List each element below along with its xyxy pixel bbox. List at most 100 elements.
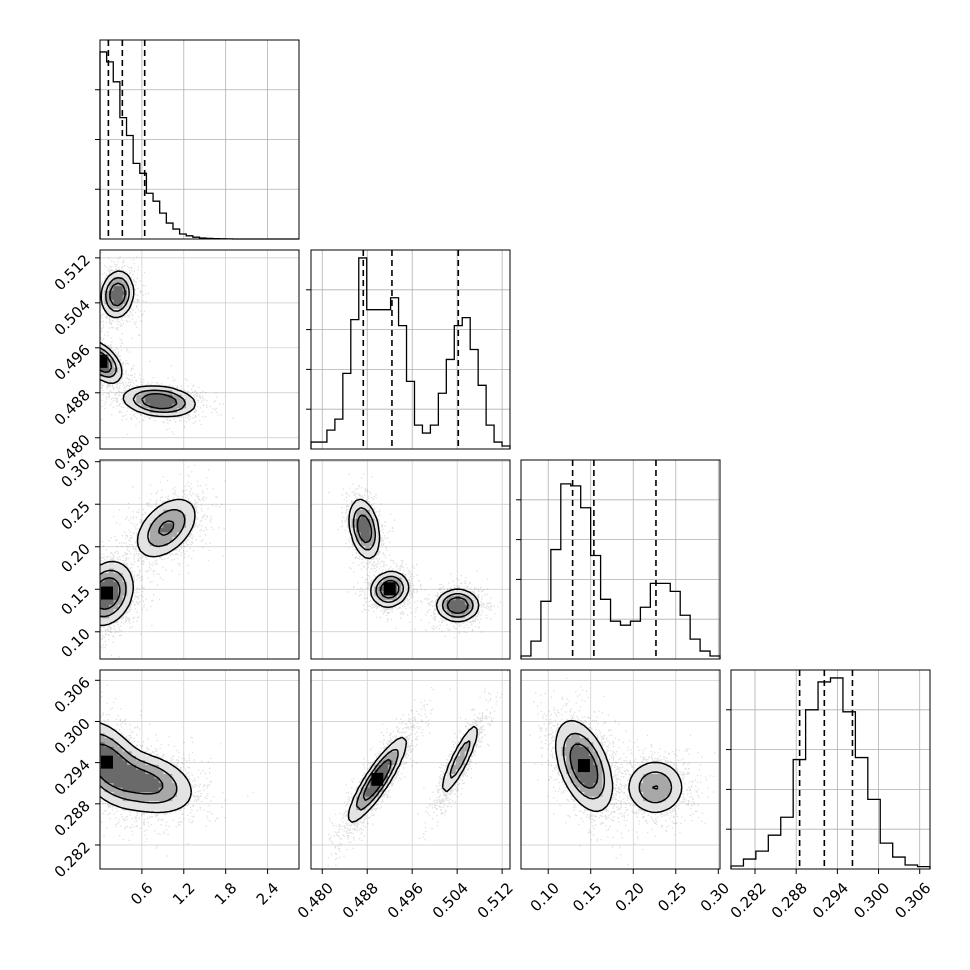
- density-cell: [185, 792, 191, 798]
- y-tick-label: 0.294: [51, 756, 94, 799]
- density-cell: [109, 376, 114, 382]
- density-cell: [122, 573, 128, 578]
- density-cell: [127, 746, 133, 752]
- density-cell: [118, 769, 124, 775]
- density-cell: [176, 523, 182, 529]
- density-cell: [167, 500, 173, 506]
- density-cell: [602, 769, 608, 775]
- x-tick-label: 0.294: [809, 879, 852, 922]
- density-cell: [665, 792, 671, 798]
- density-cell: [167, 541, 173, 547]
- density-cell: [131, 774, 137, 779]
- histogram-series: [310, 257, 511, 449]
- density-cell: [460, 737, 466, 743]
- density-cell: [131, 783, 137, 788]
- density-cell: [127, 281, 133, 287]
- density-cell: [145, 778, 151, 784]
- density-cell: [127, 277, 133, 283]
- density-cell: [670, 778, 676, 784]
- density-cell: [378, 573, 384, 578]
- density-cell: [163, 403, 169, 409]
- histogram-panel-3: [516, 459, 721, 660]
- density-cell: [661, 801, 667, 807]
- scatter-points: [529, 677, 720, 866]
- density-cell: [145, 774, 151, 779]
- density-cell: [113, 586, 119, 592]
- density-cell: [634, 796, 639, 802]
- density-cell: [566, 728, 572, 734]
- density-cell: [374, 764, 380, 770]
- density-cell: [473, 604, 479, 610]
- density-cell: [100, 564, 105, 569]
- density-cell: [185, 399, 191, 405]
- density-cell: [392, 742, 398, 748]
- density-cell: [374, 545, 380, 551]
- density-cell: [566, 764, 572, 770]
- density-cell: [131, 746, 137, 752]
- panel-frame: [310, 669, 511, 870]
- density-cell: [588, 778, 594, 784]
- density-cell: [154, 778, 160, 784]
- density-cell: [122, 760, 128, 766]
- density-cell: [136, 783, 142, 788]
- density-cell: [181, 787, 187, 793]
- contour-line: [100, 743, 164, 795]
- density-cell: [113, 787, 119, 793]
- density-peak: [100, 586, 113, 600]
- density-cell: [442, 604, 448, 610]
- density-cell: [154, 403, 160, 409]
- density-cell: [122, 751, 128, 757]
- density-cell: [113, 290, 119, 296]
- density-cell: [374, 523, 380, 529]
- density-cell: [181, 527, 187, 533]
- density-cell: [360, 523, 366, 529]
- density-cell: [113, 796, 119, 802]
- density-cell: [634, 778, 639, 784]
- density-cell: [127, 755, 133, 761]
- density-cell: [167, 527, 173, 533]
- density-cell: [383, 755, 389, 761]
- density-cell: [360, 810, 366, 816]
- density-cell: [602, 796, 608, 802]
- density-cell: [104, 582, 110, 588]
- density-cell: [100, 792, 105, 798]
- density-cell: [383, 751, 389, 757]
- density-cell: [172, 518, 178, 524]
- density-cell: [136, 385, 142, 391]
- density-cell: [593, 755, 599, 761]
- density-cell: [647, 764, 653, 770]
- density-cell: [140, 760, 146, 766]
- density-cell: [113, 755, 119, 761]
- density-cell: [190, 514, 196, 520]
- density-cell: [647, 783, 653, 788]
- density-cell: [140, 527, 146, 533]
- density-cell: [118, 290, 124, 296]
- density-cell: [579, 751, 585, 757]
- x-tick-label: 0.488: [339, 879, 382, 922]
- density-cell: [136, 536, 142, 542]
- density-cell: [185, 403, 191, 409]
- density-cell: [100, 733, 105, 739]
- density-cell: [113, 764, 119, 770]
- density-cell: [118, 796, 124, 802]
- density-cell: [113, 742, 119, 748]
- density-cell: [593, 792, 599, 798]
- density-cell: [140, 403, 146, 409]
- density-cell: [167, 778, 173, 784]
- density-cell: [392, 577, 398, 583]
- density-cell: [136, 760, 142, 766]
- density-cell: [566, 719, 572, 725]
- density-cell: [100, 746, 105, 752]
- density-cell: [122, 577, 128, 583]
- density-cell: [185, 523, 191, 529]
- density-cell: [118, 764, 124, 770]
- density-cell: [140, 751, 146, 757]
- density-cell: [136, 399, 142, 405]
- density-cell: [670, 792, 676, 798]
- density-cell: [118, 801, 124, 807]
- density-cell: [176, 536, 182, 542]
- density-cell: [181, 796, 187, 802]
- density-cell: [136, 394, 142, 400]
- panel-frame: [520, 669, 721, 870]
- density-cell: [647, 796, 653, 802]
